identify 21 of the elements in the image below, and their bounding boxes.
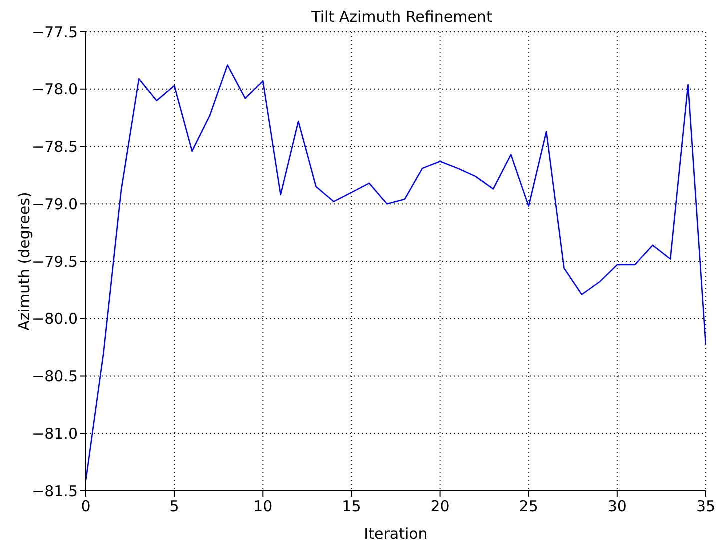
y-tick-label: −79.0 xyxy=(32,195,78,214)
y-tick-label: −78.0 xyxy=(32,80,78,99)
x-tick-label: 15 xyxy=(342,498,362,516)
x-tick-label: 20 xyxy=(430,498,450,516)
chart-title: Tilt Azimuth Refinement xyxy=(310,8,494,26)
x-tick-label: 30 xyxy=(608,498,627,516)
line-series xyxy=(86,64,706,482)
x-tick-label: 10 xyxy=(254,498,273,516)
x-tick-label: 0 xyxy=(81,498,91,516)
x-tick-label: 5 xyxy=(170,498,180,516)
y-tick-label: −81.0 xyxy=(32,424,78,443)
y-tick-label: −77.5 xyxy=(32,23,78,42)
x-tick-label: 35 xyxy=(696,498,716,516)
y-axis-title: Azimuth (degrees) xyxy=(15,192,34,331)
y-tick-label: −78.5 xyxy=(32,138,78,156)
x-tick-label: 25 xyxy=(519,498,538,516)
y-tick-label: −81.5 xyxy=(32,482,78,500)
x-axis-title: Iteration xyxy=(364,525,428,543)
y-tick-label: −80.5 xyxy=(32,368,78,386)
y-tick-label: −79.5 xyxy=(32,252,78,271)
y-tick-label: −80.0 xyxy=(32,310,78,328)
